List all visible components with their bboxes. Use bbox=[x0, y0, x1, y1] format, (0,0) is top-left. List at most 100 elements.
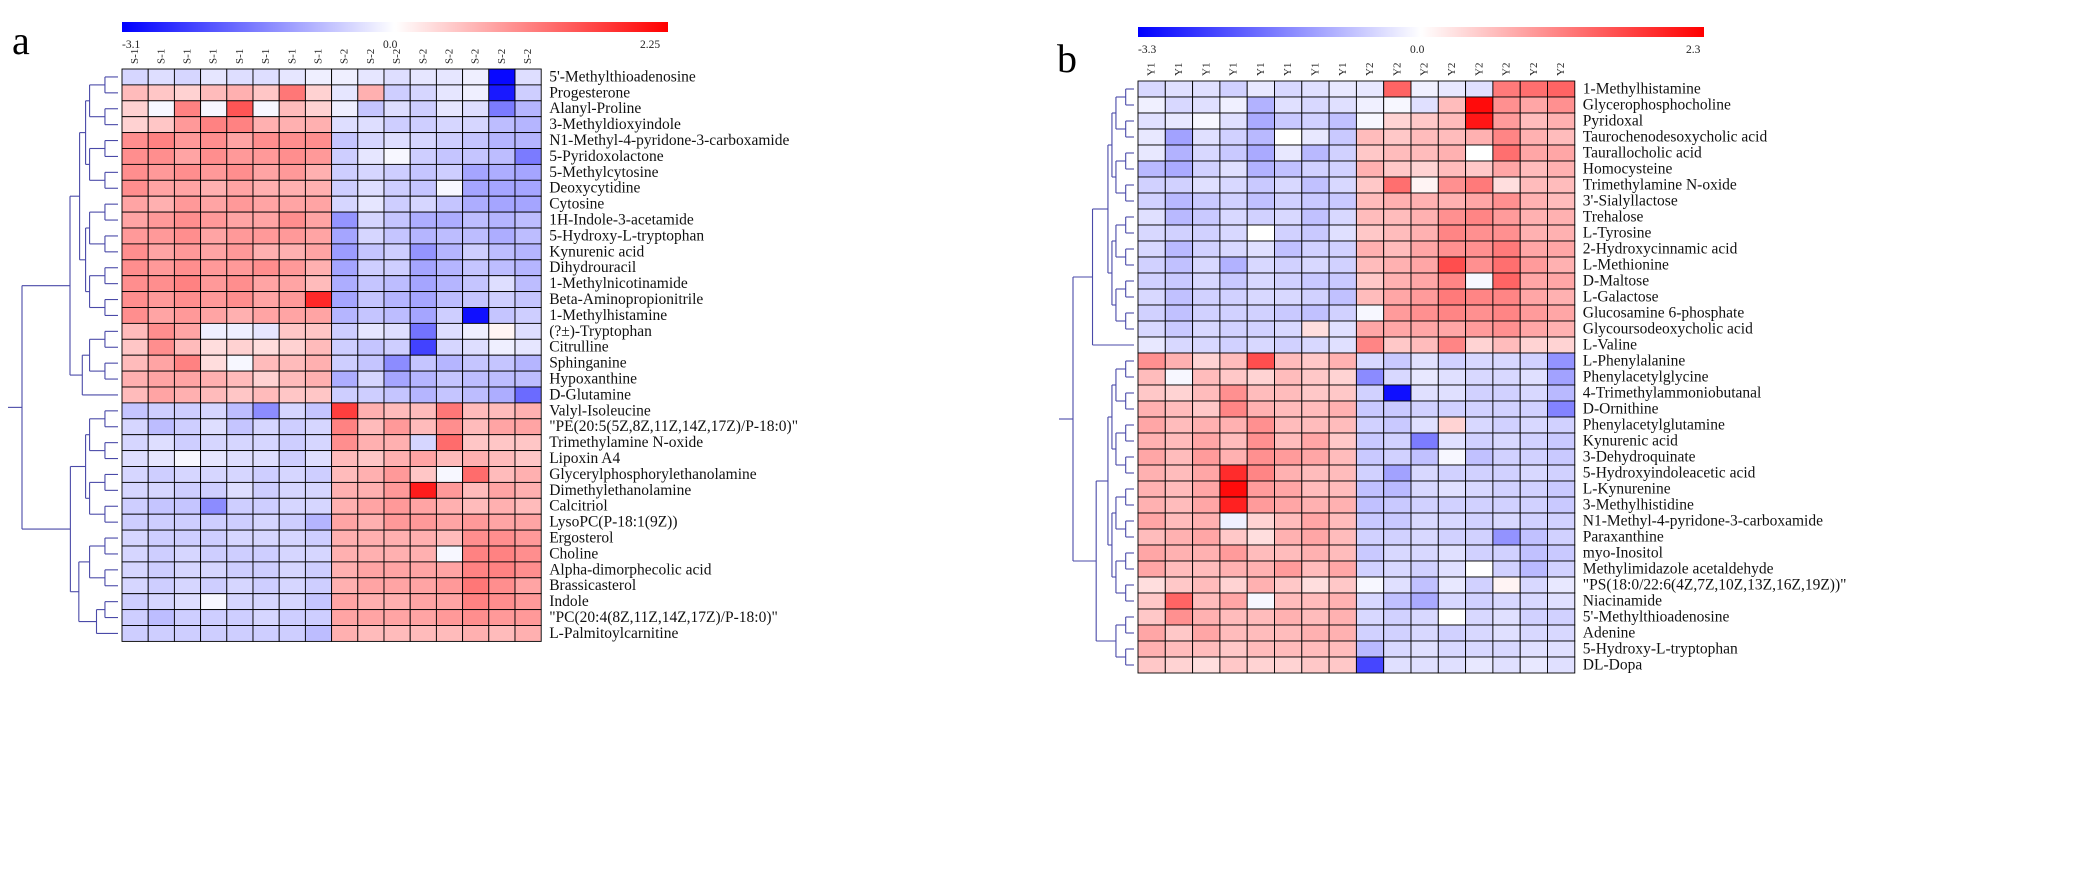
heatmap-cell bbox=[357, 259, 385, 277]
heatmap-cell bbox=[435, 100, 464, 118]
heatmap-cell bbox=[409, 291, 437, 308]
heatmap-cell bbox=[1219, 464, 1248, 482]
heatmap-cell bbox=[1519, 640, 1548, 658]
color-scale-min-a: -3.1 bbox=[122, 39, 140, 51]
heatmap-cell bbox=[383, 163, 411, 181]
heatmap-cell bbox=[462, 227, 490, 245]
heatmap-cell bbox=[488, 513, 516, 531]
heatmap-cell bbox=[226, 625, 254, 642]
heatmap-cell bbox=[1328, 432, 1357, 450]
heatmap-cell bbox=[147, 84, 175, 102]
row-label: Taurallocholic acid bbox=[1583, 144, 1702, 161]
heatmap-cell bbox=[357, 322, 385, 340]
heatmap-cell bbox=[435, 148, 464, 165]
heatmap-cell bbox=[1328, 224, 1357, 242]
heatmap-cell bbox=[304, 227, 333, 245]
heatmap-cell bbox=[1465, 96, 1494, 114]
heatmap-cell bbox=[1164, 608, 1194, 626]
heatmap-cell bbox=[1383, 208, 1412, 226]
heatmap-cell bbox=[1219, 336, 1248, 354]
heatmap-cell bbox=[1465, 544, 1494, 562]
column-label: S-1 bbox=[260, 49, 272, 64]
heatmap-cell bbox=[252, 179, 280, 197]
heatmap-cell bbox=[1274, 368, 1303, 386]
heatmap-cell bbox=[252, 322, 280, 340]
heatmap-cell bbox=[121, 322, 149, 340]
heatmap-cell bbox=[173, 450, 202, 467]
heatmap-cell bbox=[1410, 592, 1439, 610]
color-scale-bar-b bbox=[1138, 27, 1704, 37]
heatmap-cell bbox=[488, 148, 516, 165]
heatmap-cell bbox=[1492, 336, 1521, 354]
heatmap-cell bbox=[304, 354, 333, 372]
heatmap-cell bbox=[1410, 144, 1439, 162]
heatmap-cell bbox=[462, 481, 490, 499]
heatmap-cell bbox=[1274, 512, 1303, 530]
heatmap-cell bbox=[1246, 528, 1275, 546]
heatmap-cell bbox=[1465, 528, 1494, 546]
heatmap-cell bbox=[1274, 128, 1303, 146]
heatmap-cell bbox=[304, 322, 333, 340]
heatmap-cell bbox=[1301, 640, 1330, 658]
heatmap-cell bbox=[1410, 576, 1439, 594]
heatmap-cell bbox=[1328, 512, 1357, 530]
heatmap-cell bbox=[1437, 96, 1467, 114]
heatmap-cell bbox=[1492, 112, 1521, 130]
heatmap-cell bbox=[357, 195, 385, 213]
heatmap-cell bbox=[252, 513, 280, 531]
heatmap-cell bbox=[173, 148, 202, 165]
heatmap-cell bbox=[488, 529, 516, 547]
heatmap-cell bbox=[1301, 448, 1330, 466]
heatmap-cell bbox=[226, 259, 254, 277]
heatmap-cell bbox=[1547, 208, 1576, 226]
heatmap-cell bbox=[383, 100, 411, 118]
heatmap-cell bbox=[1465, 192, 1494, 210]
heatmap-cell bbox=[252, 307, 280, 324]
column-label: S-2 bbox=[365, 49, 377, 64]
heatmap-cell bbox=[121, 195, 149, 213]
heatmap-cell bbox=[488, 386, 516, 404]
heatmap-cell bbox=[1192, 256, 1221, 274]
heatmap-cell bbox=[488, 545, 516, 563]
heatmap-cell bbox=[1328, 192, 1357, 210]
heatmap-cell bbox=[1219, 480, 1248, 498]
heatmap-cell bbox=[1437, 368, 1467, 386]
heatmap-cell bbox=[1137, 496, 1166, 514]
heatmap-cell bbox=[252, 195, 280, 213]
heatmap-cell bbox=[383, 481, 411, 499]
heatmap-cell bbox=[1383, 560, 1412, 578]
heatmap-cell bbox=[331, 466, 359, 483]
heatmap-cell bbox=[1137, 416, 1166, 434]
heatmap-cell bbox=[1246, 272, 1275, 290]
heatmap-cell bbox=[1492, 240, 1521, 258]
heatmap-cell bbox=[1355, 176, 1385, 194]
heatmap-cell bbox=[462, 577, 490, 595]
heatmap-cell bbox=[1192, 240, 1221, 258]
heatmap-cell bbox=[304, 402, 333, 420]
heatmap-cell bbox=[304, 116, 333, 134]
column-label: S-2 bbox=[391, 49, 403, 64]
heatmap-cell bbox=[1137, 464, 1166, 482]
heatmap-cell bbox=[1492, 80, 1521, 98]
heatmap-cell bbox=[1219, 544, 1248, 562]
heatmap-cell bbox=[488, 307, 516, 324]
heatmap-cell bbox=[252, 100, 280, 118]
heatmap-cell bbox=[357, 450, 385, 467]
column-label: S-2 bbox=[417, 49, 429, 64]
heatmap-cell bbox=[1410, 128, 1439, 146]
heatmap-cell bbox=[1246, 96, 1275, 114]
heatmap-cell bbox=[1410, 368, 1439, 386]
heatmap-cell bbox=[200, 354, 228, 372]
row-labels-b: 1-MethylhistamineGlycerophosphocholinePy… bbox=[1583, 80, 1847, 673]
heatmap-cell bbox=[1137, 240, 1166, 258]
heatmap-cell bbox=[1437, 416, 1467, 434]
heatmap-cell bbox=[1465, 128, 1494, 146]
heatmap-cell bbox=[1355, 80, 1385, 98]
row-label: Trehalose bbox=[1583, 208, 1644, 225]
heatmap-cell bbox=[147, 259, 175, 277]
heatmap-cell bbox=[1301, 160, 1330, 178]
heatmap-cell bbox=[304, 132, 333, 149]
heatmap-cell bbox=[435, 529, 464, 547]
heatmap-cell bbox=[200, 132, 228, 149]
